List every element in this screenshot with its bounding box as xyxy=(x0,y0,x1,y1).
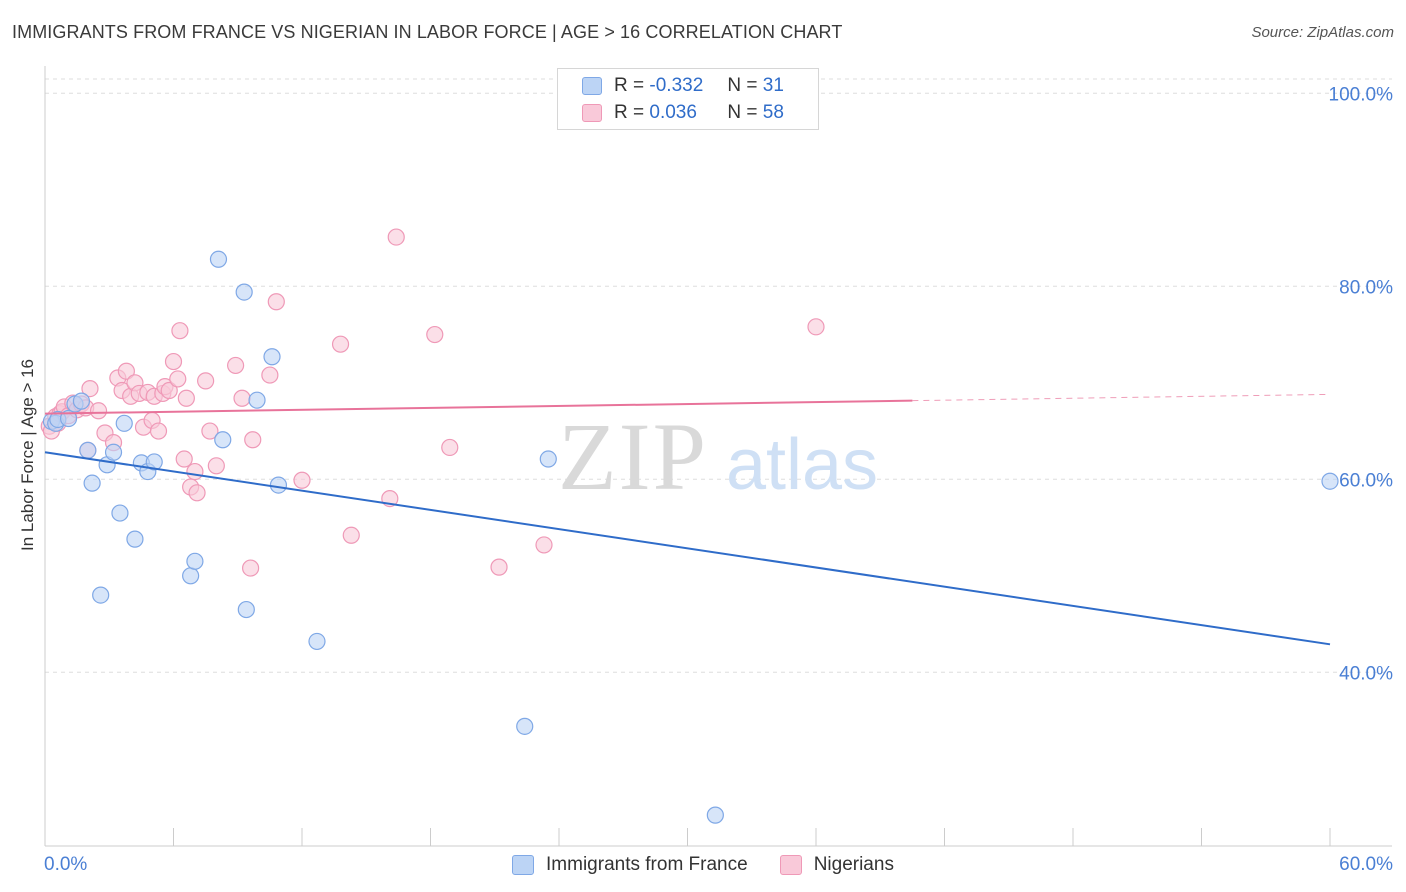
data-point-france xyxy=(209,250,228,268)
legend-n-value: 58 xyxy=(762,102,784,123)
legend-row-france: R = -0.332 N = 31 xyxy=(582,74,803,98)
data-point-nigerians xyxy=(293,471,311,489)
legend-r-label: R = xyxy=(614,102,645,123)
data-point-nigerians xyxy=(426,325,444,344)
data-point-nigerians xyxy=(89,402,108,420)
grid-layer xyxy=(45,78,1392,673)
y-tick-label: 40.0% xyxy=(1339,663,1393,684)
legend-swatch-pink xyxy=(582,104,602,122)
label-layer: 40.0% 60.0% 80.0% 100.0% 0.0% 60.0% xyxy=(44,84,1393,875)
data-point-nigerians xyxy=(175,450,193,468)
watermark-atlas: atlas xyxy=(726,425,878,505)
watermark-zip: ZIP xyxy=(558,403,708,510)
data-point-nigerians xyxy=(186,462,204,481)
data-point-france xyxy=(1321,472,1339,490)
data-point-france xyxy=(126,530,144,548)
data-point-nigerians xyxy=(441,438,459,457)
data-point-nigerians xyxy=(164,352,183,371)
data-point-nigerians xyxy=(149,422,168,440)
data-point-france xyxy=(308,632,326,651)
points-layer xyxy=(40,228,1339,824)
data-point-nigerians xyxy=(197,372,215,390)
legend-r-label: R = xyxy=(614,75,645,96)
legend-item-nigerians[interactable]: Nigerians xyxy=(779,854,894,876)
data-point-nigerians xyxy=(117,362,135,380)
data-point-france xyxy=(115,414,133,432)
legend-label-nigerians: Nigerians xyxy=(813,854,894,875)
data-point-nigerians xyxy=(81,379,99,398)
data-point-france xyxy=(72,392,91,410)
data-point-france xyxy=(235,283,253,301)
data-point-france xyxy=(248,391,266,409)
series-legend: Immigrants from France Nigerians xyxy=(0,852,1406,878)
data-point-nigerians xyxy=(188,484,206,502)
y-tick-label: 60.0% xyxy=(1339,470,1393,491)
data-point-france xyxy=(214,431,232,449)
legend-r-value: 0.036 xyxy=(649,102,697,123)
data-point-nigerians xyxy=(201,422,219,440)
legend-n-label: N = xyxy=(727,75,758,96)
y-tick-label: 100.0% xyxy=(1329,84,1394,105)
data-point-france xyxy=(104,443,123,461)
data-point-nigerians xyxy=(227,356,245,375)
legend-row-nigerians: R = 0.036 N = 58 xyxy=(582,101,803,125)
data-point-nigerians xyxy=(342,526,360,544)
trend-line-nigerians-extension xyxy=(912,393,1331,402)
chart-title: IMMIGRANTS FROM FRANCE VS NIGERIAN IN LA… xyxy=(12,22,843,42)
data-point-nigerians xyxy=(233,389,251,407)
data-point-france xyxy=(539,450,557,468)
data-point-france xyxy=(59,409,78,428)
data-point-nigerians xyxy=(490,558,508,576)
legend-item-france[interactable]: Immigrants from France xyxy=(512,854,748,876)
x-tick-label: 0.0% xyxy=(44,854,87,875)
data-point-nigerians xyxy=(169,370,187,388)
legend-label-france: Immigrants from France xyxy=(546,854,748,875)
data-point-france xyxy=(263,348,281,366)
data-point-france xyxy=(237,600,255,619)
data-point-france xyxy=(706,806,724,824)
data-point-france xyxy=(92,586,110,604)
data-point-nigerians xyxy=(207,457,225,475)
data-point-france xyxy=(186,552,204,570)
legend-n-label: N = xyxy=(727,102,758,123)
data-point-nigerians xyxy=(244,431,262,449)
x-tick-label: 60.0% xyxy=(1339,854,1393,875)
data-point-france xyxy=(111,504,129,522)
data-point-nigerians xyxy=(171,322,189,340)
data-point-france xyxy=(83,474,101,492)
data-point-nigerians xyxy=(807,318,825,336)
trend-layer xyxy=(44,393,1331,646)
data-point-nigerians xyxy=(261,366,279,384)
legend-r-value: -0.332 xyxy=(649,75,704,96)
data-point-france xyxy=(145,453,163,471)
y-axis-label: In Labor Force | Age > 16 xyxy=(18,358,37,552)
data-point-nigerians xyxy=(177,389,195,407)
source-credit: Source: ZipAtlas.com xyxy=(1251,24,1394,41)
data-point-nigerians xyxy=(267,293,285,311)
trend-line-nigerians xyxy=(44,399,913,415)
data-point-france xyxy=(79,441,97,459)
watermark: ZIP atlas xyxy=(558,403,878,510)
data-point-france xyxy=(516,717,534,735)
data-point-nigerians xyxy=(387,228,405,246)
stats-legend: R = -0.332 N = 31 R = 0.036 N = 58 xyxy=(557,68,819,130)
axis-layer xyxy=(44,66,1392,847)
legend-n-value: 31 xyxy=(762,75,784,96)
y-tick-label: 80.0% xyxy=(1339,277,1393,298)
data-point-nigerians xyxy=(535,536,553,554)
data-point-nigerians xyxy=(331,335,350,353)
data-point-france xyxy=(182,567,200,585)
data-point-nigerians xyxy=(160,381,178,400)
data-point-france xyxy=(269,476,288,494)
legend-swatch-blue xyxy=(582,77,602,95)
legend-swatch-blue xyxy=(512,855,535,875)
trend-line-france xyxy=(44,451,1331,646)
data-point-nigerians xyxy=(242,559,260,577)
legend-swatch-pink xyxy=(779,855,802,875)
